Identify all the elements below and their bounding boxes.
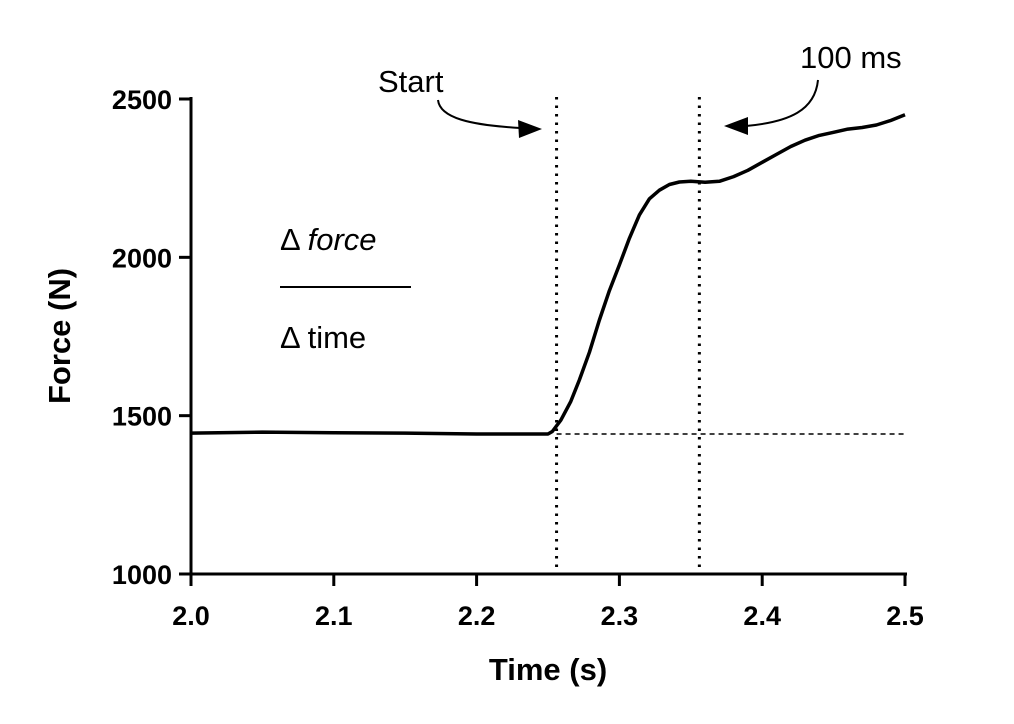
y-axis-label: Force (N) <box>42 268 77 404</box>
x-tick-label: 2.4 <box>743 601 781 631</box>
delta-time-label: Δ time <box>280 320 366 355</box>
y-tick-label: 2500 <box>112 85 172 115</box>
x-tick-label: 2.5 <box>886 601 924 631</box>
y-tick-label: 2000 <box>112 243 172 273</box>
start-arrowhead-icon <box>518 120 542 138</box>
start-annotation: Start <box>378 64 444 99</box>
force-curve <box>190 113 906 436</box>
start-arrow <box>437 99 521 129</box>
y-tick-label: 1000 <box>112 560 172 590</box>
delta-symbol: Δ <box>280 222 300 257</box>
window-arrowhead-icon <box>724 117 748 135</box>
window-annotation: 100 ms <box>800 40 902 75</box>
axes <box>189 97 907 576</box>
x-tick-label: 2.1 <box>315 601 353 631</box>
x-tick-label: 2.3 <box>601 601 639 631</box>
window-arrow <box>745 79 819 127</box>
y-tick-label: 1500 <box>112 402 172 432</box>
x-tick-label: 2.2 <box>458 601 496 631</box>
x-tick-label: 2.0 <box>172 601 210 631</box>
x-axis-label: Time (s) <box>489 652 607 687</box>
delta-force-label: Δ force <box>280 222 377 257</box>
force-word: force <box>308 222 377 257</box>
